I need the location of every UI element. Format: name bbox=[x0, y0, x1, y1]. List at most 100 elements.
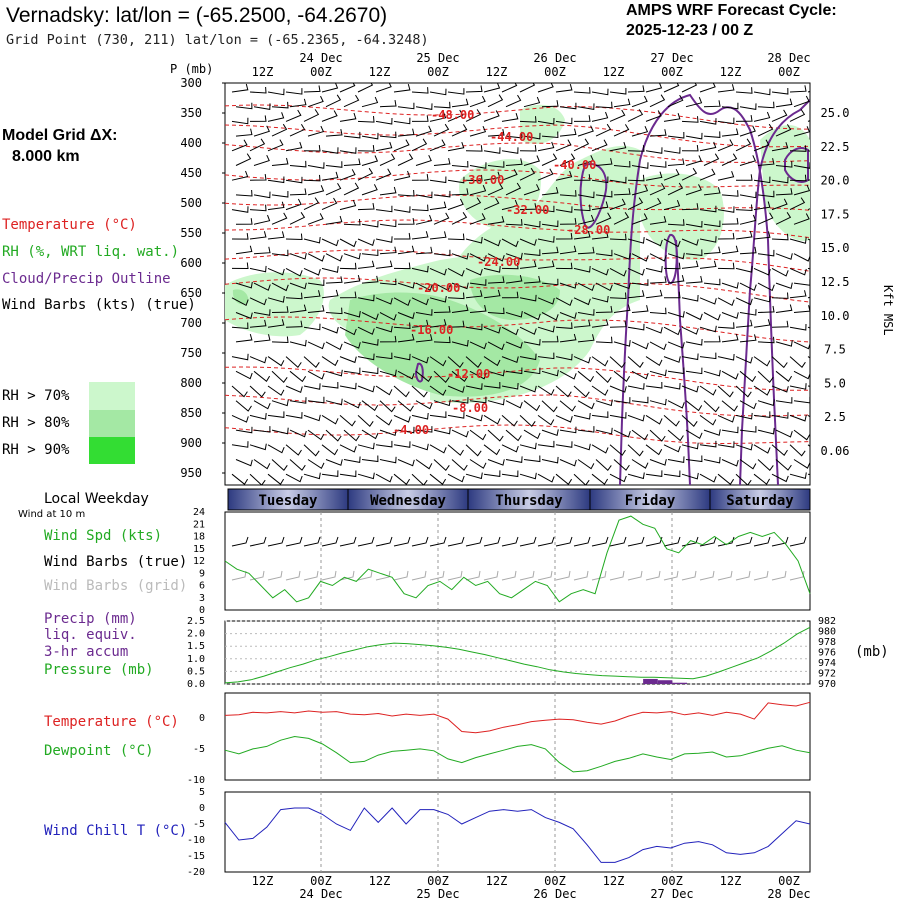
wind-barb bbox=[429, 356, 447, 367]
wind-barb-true bbox=[411, 536, 429, 547]
wind-barb bbox=[285, 473, 303, 483]
precip-bar bbox=[657, 680, 673, 684]
wind-barb bbox=[735, 297, 753, 306]
isotherm-label: -28.00 bbox=[567, 223, 610, 237]
wind-barb bbox=[789, 237, 807, 244]
wind-barb bbox=[685, 184, 702, 196]
wind-barb bbox=[465, 323, 483, 331]
wind-barb bbox=[537, 83, 554, 93]
wind-barb bbox=[721, 333, 739, 343]
wind-barb bbox=[235, 400, 252, 412]
wind-barb bbox=[361, 220, 379, 228]
wind-barb bbox=[685, 97, 703, 108]
wind-barb bbox=[537, 168, 554, 181]
wind-barb bbox=[375, 117, 393, 125]
wind-barb bbox=[631, 162, 649, 169]
wind-barb bbox=[645, 147, 663, 154]
wind-barb bbox=[775, 253, 793, 260]
wind-barb bbox=[537, 141, 555, 152]
wind-barb bbox=[519, 167, 536, 181]
wind-barb bbox=[753, 411, 771, 418]
wind-barb bbox=[541, 429, 559, 436]
wind-barb bbox=[609, 233, 627, 241]
wind-barb bbox=[523, 312, 541, 321]
wind-barb bbox=[685, 367, 703, 375]
wind-barb bbox=[573, 87, 591, 94]
wind-barb bbox=[267, 473, 285, 485]
wind-barb bbox=[393, 322, 411, 330]
wind-barb bbox=[411, 138, 428, 152]
wind-barb bbox=[289, 212, 306, 225]
wind-barb bbox=[613, 429, 631, 438]
wind-barb bbox=[267, 356, 285, 367]
wind-barb bbox=[559, 282, 577, 289]
wind-barb bbox=[703, 153, 720, 166]
wind-barb bbox=[812, 430, 827, 441]
wind-barb bbox=[505, 456, 523, 463]
wind-barb bbox=[343, 182, 360, 196]
wind-barb bbox=[577, 155, 594, 166]
precip-tick: 1.0 bbox=[187, 654, 205, 665]
wind-barb bbox=[397, 400, 414, 412]
wind-barb bbox=[343, 367, 361, 375]
wind-barb bbox=[681, 415, 698, 427]
wind-barb bbox=[775, 459, 792, 471]
wind-barb bbox=[483, 444, 501, 456]
wind-barb bbox=[307, 396, 325, 404]
wind-barb bbox=[289, 339, 307, 347]
height-tick: 12.5 bbox=[821, 275, 850, 289]
wind-barb bbox=[735, 473, 752, 485]
wind-barb bbox=[469, 95, 486, 108]
wind-barb bbox=[663, 262, 681, 270]
wind-barb bbox=[483, 110, 500, 122]
bottom-hour-tick: 00Z bbox=[544, 874, 566, 888]
wind-barb bbox=[379, 278, 397, 286]
wind-barb bbox=[411, 319, 429, 328]
isotherm-label: -8.00 bbox=[452, 401, 488, 415]
wind-barb bbox=[361, 96, 379, 108]
wind-barb bbox=[433, 157, 451, 166]
wind-barb bbox=[285, 385, 303, 393]
pressure-tick: 600 bbox=[180, 256, 202, 270]
wind-barb-true bbox=[717, 536, 735, 547]
wind-barb bbox=[613, 340, 631, 347]
wind-barb bbox=[325, 253, 343, 262]
wind-barb bbox=[721, 128, 739, 137]
wind-barb bbox=[649, 369, 667, 377]
wind-barb bbox=[325, 307, 343, 315]
wind-barb bbox=[379, 246, 397, 255]
pressure-tick: 300 bbox=[180, 76, 202, 90]
wind-barb-true bbox=[789, 536, 807, 547]
wind-barb bbox=[303, 444, 320, 457]
wind-barb bbox=[631, 126, 649, 137]
wind-barb bbox=[249, 385, 266, 398]
wind-barb bbox=[433, 101, 451, 109]
wind-barb bbox=[321, 289, 339, 299]
wind-barb bbox=[447, 176, 465, 184]
wind-barb bbox=[285, 356, 302, 369]
wind-barb bbox=[505, 400, 523, 409]
wind-barb bbox=[249, 473, 266, 485]
wind-barb bbox=[649, 215, 667, 225]
wind-barb bbox=[793, 429, 810, 441]
wind-barb bbox=[393, 206, 411, 213]
wind-barb bbox=[375, 297, 393, 305]
wind-barb bbox=[249, 86, 267, 94]
wind-barb bbox=[469, 253, 487, 262]
height-tick: 15.0 bbox=[821, 241, 850, 255]
wind-barb bbox=[375, 205, 393, 213]
wind-barb bbox=[735, 204, 753, 212]
weekday-strip: Tuesday Wednesday Thursday Friday Saturday bbox=[227, 488, 811, 511]
wind-barb bbox=[627, 290, 645, 299]
bottom-hour-tick: 00Z bbox=[427, 874, 449, 888]
wind-barb bbox=[519, 353, 537, 361]
wind-barb-true bbox=[771, 536, 789, 547]
wind-barb bbox=[573, 385, 590, 398]
wind-barb bbox=[253, 426, 271, 433]
wind-barb bbox=[555, 83, 573, 93]
wind-barb bbox=[451, 459, 468, 471]
wind-barb bbox=[451, 253, 469, 260]
wind-barb bbox=[627, 267, 645, 276]
wind-barb bbox=[591, 231, 609, 240]
wind-barb bbox=[739, 125, 756, 137]
